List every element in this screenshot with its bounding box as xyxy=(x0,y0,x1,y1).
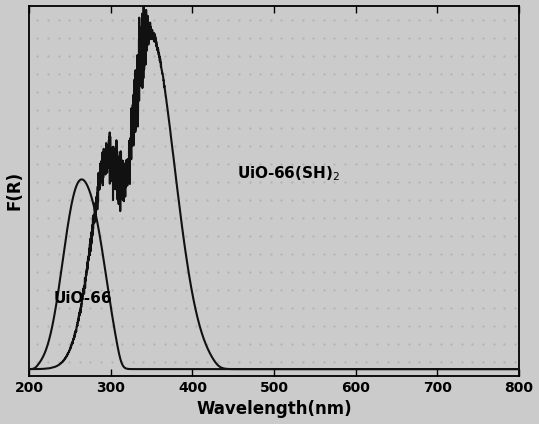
Text: UiO-66(SH)$_2$: UiO-66(SH)$_2$ xyxy=(237,165,340,183)
Text: UiO-66: UiO-66 xyxy=(53,291,112,306)
X-axis label: Wavelength(nm): Wavelength(nm) xyxy=(196,400,352,418)
Y-axis label: F(R): F(R) xyxy=(5,171,24,210)
